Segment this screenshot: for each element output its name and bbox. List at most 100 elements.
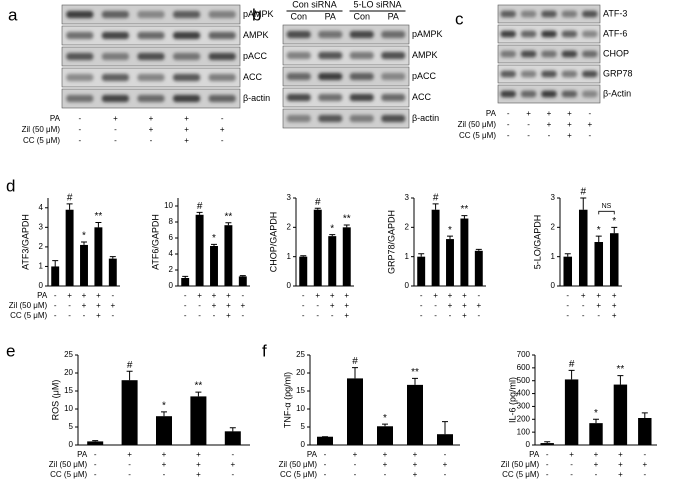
lane-label: Con <box>353 11 370 21</box>
condition-sign: - <box>184 311 187 320</box>
error-bar <box>352 367 358 379</box>
y-tick-label: 3 <box>287 193 292 202</box>
blot-band <box>582 90 598 98</box>
condition-sign: - <box>316 311 319 320</box>
error-bar <box>229 427 236 432</box>
condition-label: PA <box>529 450 540 459</box>
error-bar <box>382 423 388 427</box>
bar <box>564 379 579 445</box>
condition-sign: - <box>420 291 423 300</box>
blot-row-label: pACC <box>412 71 437 81</box>
error-bar <box>329 234 336 237</box>
bar <box>156 416 172 445</box>
panel-letter: d <box>6 176 15 195</box>
condition-sign: + <box>383 460 388 469</box>
condition-label: Zil (50 μM) <box>458 120 497 129</box>
bar <box>299 256 308 286</box>
condition-sign: - <box>546 470 549 479</box>
condition-sign: + <box>567 120 572 129</box>
y-tick-label: 20 <box>64 368 73 377</box>
condition-sign: + <box>353 450 358 459</box>
condition-label: PA <box>77 450 88 459</box>
bar <box>540 443 554 445</box>
blot-band <box>318 93 343 102</box>
condition-sign: - <box>198 311 201 320</box>
blot-band <box>137 10 165 19</box>
significance-mark: # <box>352 356 358 367</box>
blot-band <box>208 10 236 19</box>
blot-row-label: ATF-3 <box>603 8 627 18</box>
y-axis-label: ROS (μM) <box>50 380 60 421</box>
y-tick-label: 0 <box>301 440 306 449</box>
panel-letter: e <box>6 341 15 360</box>
significance-mark: * <box>448 225 452 236</box>
condition-sign: - <box>221 136 224 145</box>
error-bar <box>611 226 618 234</box>
y-axis-label: IL-6 (pg/ml) <box>507 377 517 423</box>
y-tick-label: 0 <box>169 281 174 290</box>
condition-label: CC (5 μM) <box>280 470 317 479</box>
bar <box>613 384 628 445</box>
condition-sign: + <box>587 120 592 129</box>
y-tick-label: 2 <box>405 222 410 231</box>
condition-sign: - <box>231 470 234 479</box>
error-bar <box>239 275 246 277</box>
condition-sign: - <box>111 291 114 300</box>
condition-sign: - <box>94 450 97 459</box>
condition-sign: - <box>477 291 480 300</box>
condition-sign: - <box>546 450 549 459</box>
condition-sign: - <box>231 450 234 459</box>
y-axis-label: ATF6/GAPDH <box>150 214 160 270</box>
blot-band <box>101 94 129 103</box>
condition-sign: + <box>413 450 418 459</box>
blot-band <box>349 93 374 102</box>
error-bar <box>432 203 439 210</box>
condition-sign: + <box>230 460 235 469</box>
y-tick-label: 20 <box>296 368 305 377</box>
bar <box>437 434 453 445</box>
condition-sign: + <box>433 291 438 300</box>
blot-band <box>66 10 94 19</box>
condition-sign: + <box>413 470 418 479</box>
condition-sign: + <box>82 301 87 310</box>
condition-sign: - <box>78 136 81 145</box>
condition-sign: - <box>302 311 305 320</box>
error-bar <box>641 412 648 418</box>
error-bar <box>447 235 453 240</box>
blot-band <box>520 50 537 58</box>
condition-sign: - <box>444 470 447 479</box>
condition-sign: + <box>110 301 115 310</box>
bar <box>347 378 363 445</box>
condition-sign: - <box>302 291 305 300</box>
y-tick-label: 1 <box>405 252 410 261</box>
condition-sign: + <box>547 120 552 129</box>
condition-sign: - <box>324 460 327 469</box>
significance-mark: * <box>594 408 598 419</box>
condition-sign: + <box>184 136 189 145</box>
bar <box>80 244 88 286</box>
error-bar <box>461 215 468 219</box>
bar <box>94 227 103 286</box>
y-tick-label: 5 <box>301 422 306 431</box>
error-bar <box>343 224 350 228</box>
condition-sign: - <box>420 301 423 310</box>
condition-sign: - <box>241 291 244 300</box>
blot-row-label: AMPK <box>412 50 438 60</box>
bar <box>51 266 60 286</box>
condition-label: PA <box>37 291 48 300</box>
error-bar <box>568 369 575 380</box>
condition-sign: - <box>643 450 646 459</box>
blot-band <box>561 90 578 98</box>
blot-band <box>66 73 94 82</box>
condition-sign: + <box>149 125 154 134</box>
y-tick-label: 100 <box>517 427 531 436</box>
y-tick-label: 500 <box>517 376 531 385</box>
y-tick-label: 300 <box>517 402 531 411</box>
bar <box>407 384 423 445</box>
condition-label: PA <box>486 109 497 118</box>
condition-sign: + <box>462 311 467 320</box>
blot-row-label: β-actin <box>412 113 439 123</box>
significance-mark: # <box>315 197 321 208</box>
y-tick-label: 10 <box>296 404 305 413</box>
condition-sign: - <box>527 131 530 140</box>
